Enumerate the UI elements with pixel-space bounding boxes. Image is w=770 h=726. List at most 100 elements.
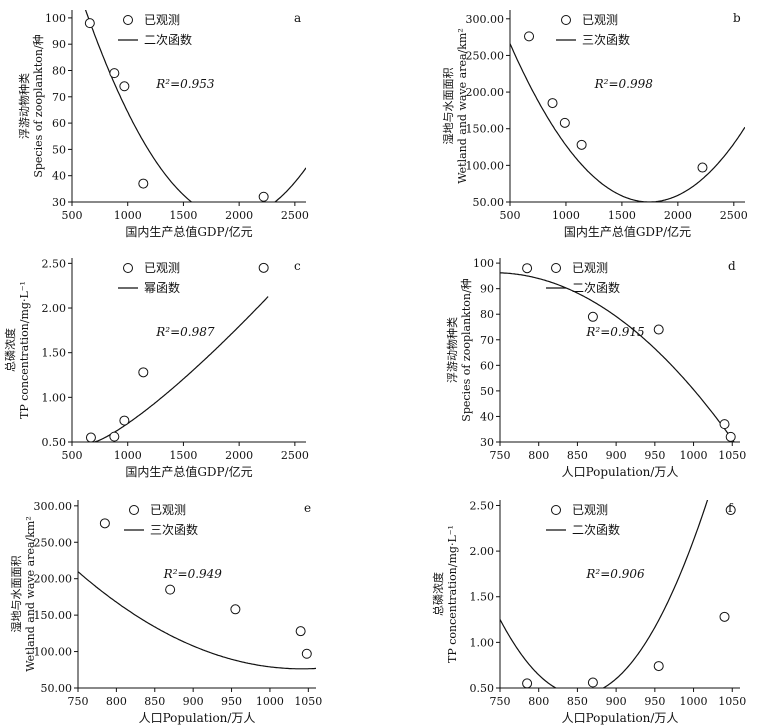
observed-point [84,18,95,29]
observed-point [719,611,730,622]
y-tick-label: 80 [480,308,494,321]
y-axis-label-en: Wetland and wave area/km² [24,516,37,672]
y-axis-label-cn: 浮游动物种类 [17,73,31,139]
y-tick-label: 2.50 [470,499,495,512]
x-tick-label: 800 [106,695,127,708]
y-tick-label: 200.00 [466,86,505,99]
observed-point [85,432,96,443]
panel-e: 750 800 850 900 950 1000 1050 50.00 100.00 150.00… [10,500,322,725]
fit-curve [78,571,316,670]
legend-observed-label: 已观测 [572,261,608,275]
x-tick-label: 800 [528,695,549,708]
observed-point [576,139,587,150]
observed-point [295,626,306,637]
panel-f: 750 800 850 900 950 1000 1050 0.50 1.00 1.50 2.00 2… [431,499,746,725]
y-tick-label: 300.00 [466,13,505,26]
observed-point [725,431,736,442]
x-tick-label: 1050 [294,695,322,708]
y-tick-label: 50 [480,385,494,398]
y-tick-label: 60 [52,117,66,130]
observed-point [522,263,533,274]
y-tick-label: 150.00 [466,123,505,136]
panel-b: 500 1000 1500 2000 2500 50.00 100.00 150.00 200.… [442,10,748,239]
observed-point [119,81,130,92]
observed-point [258,191,269,202]
observed-point [725,505,736,516]
x-axis-label: 国内生产总值GDP/亿元 [125,224,252,239]
y-tick-label: 150.00 [34,609,73,622]
x-tick-label: 900 [183,695,204,708]
x-tick-label: 2000 [225,209,253,222]
panel-letter: f [728,501,734,515]
observed-point [587,677,598,688]
observed-point [230,604,241,615]
y-axis-label-en: Wetland and wave area/km² [456,28,469,184]
x-tick-label: 2000 [664,209,692,222]
x-tick-label: 1000 [552,209,580,222]
x-tick-label: 750 [68,695,89,708]
x-tick-label: 850 [144,695,165,708]
y-tick-label: 100.00 [466,159,505,172]
observed-point [547,98,558,109]
x-tick-label: 1000 [680,695,708,708]
x-tick-label: 950 [644,695,665,708]
observed-point [138,367,149,378]
x-axis-label: 人口Population/万人 [139,711,256,725]
y-tick-label: 2.50 [42,257,67,270]
observed-point [119,415,130,426]
observed-point [522,678,533,689]
panel-a: 500 1000 1500 2000 2500 30 40 50 60 70 80 90 100 国内生产… [17,10,309,239]
legend-observed-marker [561,15,571,25]
y-tick-label: 300.00 [34,500,73,513]
r-squared-label: R²=0.915 [585,325,644,339]
y-axis-label-en: Species of zooplankton/种 [459,278,473,421]
y-tick-label: 2.00 [42,302,67,315]
legend-observed-marker [123,15,133,25]
observed-point [258,262,269,273]
y-tick-label: 1.50 [470,591,495,604]
r-squared-label: R²=0.906 [585,567,645,581]
x-axis-label: 国内生产总值GDP/亿元 [564,224,691,239]
r-squared-label: R²=0.987 [155,325,215,339]
x-tick-label: 900 [606,695,627,708]
panel-letter: a [294,11,301,25]
y-tick-label: 2.00 [470,545,495,558]
x-tick-label: 850 [567,449,588,462]
panel-letter: b [733,11,741,25]
observed-point [99,518,110,529]
x-tick-label: 2500 [281,449,309,462]
r-squared-label: R²=0.949 [163,567,223,581]
x-tick-label: 950 [221,695,242,708]
observed-point [653,324,664,335]
legend-fit-label: 二次函数 [144,32,192,47]
observed-point [697,162,708,173]
x-tick-label: 500 [62,209,83,222]
y-tick-label: 40 [480,410,494,423]
y-tick-label: 250.00 [466,49,505,62]
legend-fit-label: 二次函数 [572,522,620,537]
y-tick-label: 1.00 [42,391,67,404]
legend-observed-label: 已观测 [572,503,608,517]
y-tick-label: 200.00 [34,573,73,586]
observed-point [653,661,664,672]
legend-fit-label: 幂函数 [144,280,180,295]
legend-observed-label: 已观测 [582,13,618,27]
observed-point [719,419,730,430]
y-tick-label: 70 [52,91,66,104]
y-tick-label: 90 [52,38,66,51]
x-tick-label: 1500 [608,209,636,222]
x-tick-label: 750 [490,695,511,708]
x-tick-label: 500 [62,449,83,462]
legend-observed-label: 已观测 [150,503,186,517]
observed-point [138,178,149,189]
y-axis-label-en: Species of zooplankton/种 [31,34,45,177]
y-axis-label-cn: 总磷浓度 [3,328,17,372]
y-tick-label: 100.00 [34,646,73,659]
legend-observed-marker [551,505,561,515]
panel-d: 750 800 850 900 950 1000 1050 30 40 50 60 70 80 90 100… [445,257,746,479]
y-tick-label: 30 [52,196,66,209]
y-tick-label: 80 [52,64,66,77]
y-tick-label: 250.00 [34,536,73,549]
y-tick-label: 40 [52,170,66,183]
